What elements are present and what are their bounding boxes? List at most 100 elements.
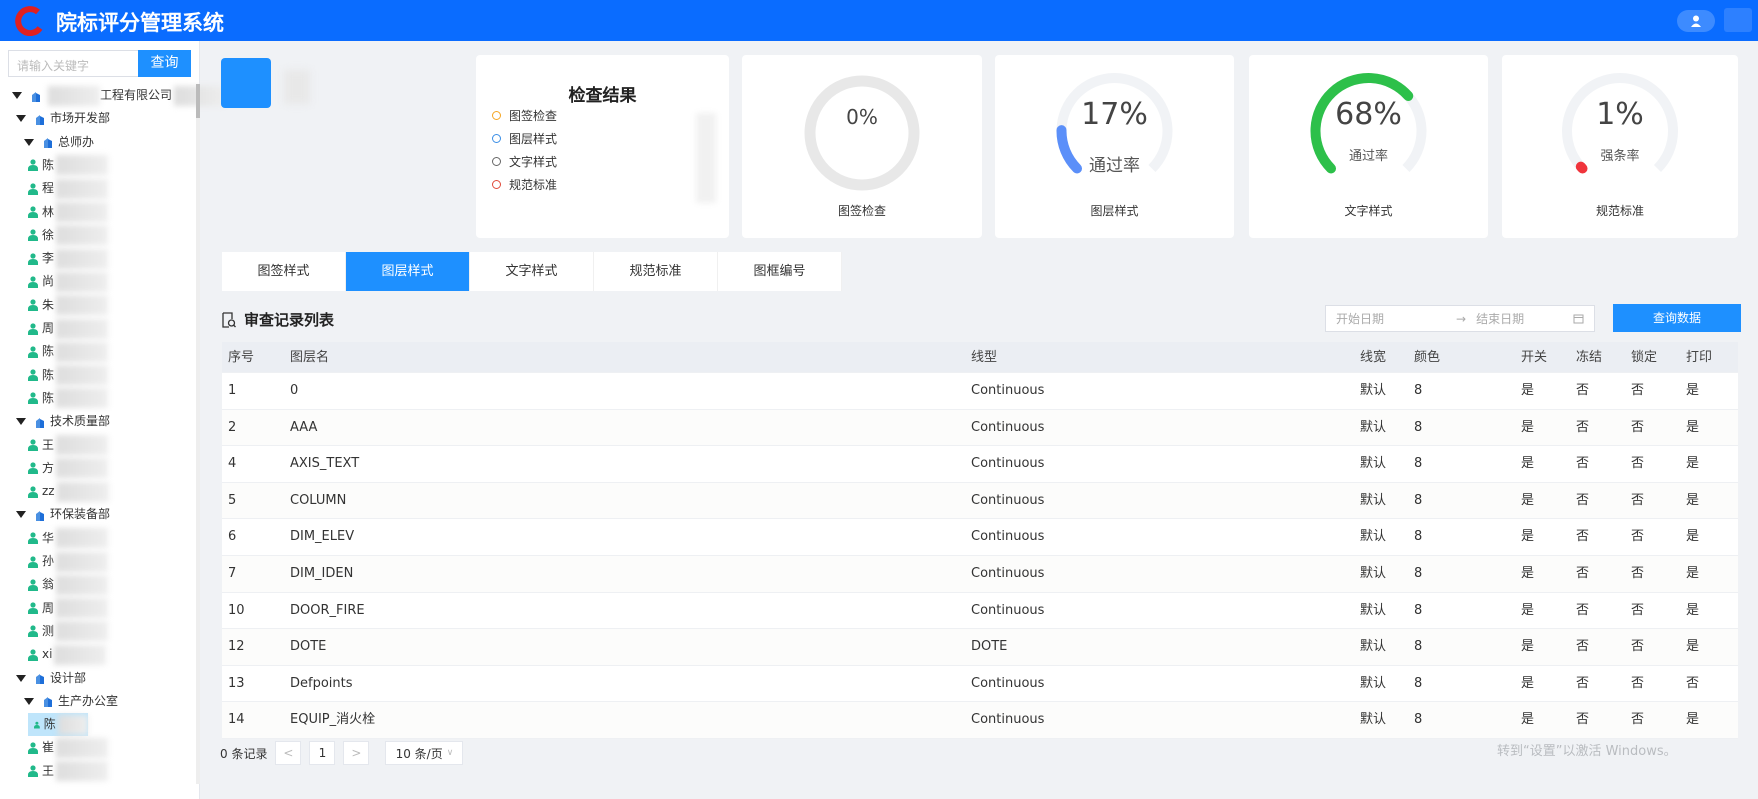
table-cell: 是 <box>1521 383 1535 398</box>
tab-2[interactable]: 文字样式 <box>470 252 594 291</box>
query-data-button[interactable]: 查询数据 <box>1613 304 1741 332</box>
tree-node-person[interactable]: 周 <box>28 317 109 340</box>
tree-node-org[interactable]: 技术质量部 <box>16 410 110 433</box>
tree-node-org[interactable]: 生产办公室 <box>24 690 118 713</box>
column-header[interactable]: 打印 <box>1686 350 1713 365</box>
tree-node-org[interactable]: 环保装备部 <box>16 503 110 526</box>
expand-caret-icon[interactable] <box>12 92 22 99</box>
table-row: 2 AAA Continuous 默认 8 是 否 否 是 <box>222 409 1738 447</box>
blurred-name <box>174 85 227 106</box>
gauge-value-arc <box>1310 73 1414 174</box>
table-cell: 默认 <box>1360 492 1387 508</box>
tree-node-person[interactable]: 陈 <box>28 154 109 177</box>
column-header[interactable]: 开关 <box>1521 350 1548 365</box>
person-icon <box>28 229 38 242</box>
table-cell: 否 <box>1576 565 1590 581</box>
page-size-select[interactable]: 10 条/页 ∨ <box>385 741 464 765</box>
tree-node-org[interactable]: 市场开发部 <box>16 107 110 130</box>
blurred-name <box>56 295 109 316</box>
tree-node-org[interactable]: 工程有限公司 <box>12 84 227 107</box>
person-icon <box>28 742 38 754</box>
search-button[interactable]: 查询 <box>138 50 191 77</box>
start-date-input[interactable]: 开始日期 <box>1336 312 1385 326</box>
building-icon <box>36 510 44 521</box>
person-icon <box>28 625 38 638</box>
column-header[interactable]: 线型 <box>971 350 998 365</box>
blurred-name <box>56 458 109 479</box>
tree-node-org[interactable]: 总师办 <box>24 131 94 154</box>
tree-node-person[interactable]: 陈 <box>28 364 109 387</box>
table-cell: 是 <box>1686 492 1700 508</box>
table-cell: 否 <box>1576 492 1590 508</box>
expand-caret-icon[interactable] <box>24 138 34 146</box>
chevron-down-icon: ∨ <box>446 748 454 758</box>
menu-button[interactable] <box>1724 8 1752 32</box>
legend-label: 规范标准 <box>509 178 558 192</box>
tree-node-person[interactable]: 程 <box>28 177 109 200</box>
tree-node-person[interactable]: 王 <box>28 760 109 783</box>
table-cell: 是 <box>1521 456 1535 472</box>
tab-4[interactable]: 图框编号 <box>718 252 842 291</box>
table-cell: 8 <box>1414 675 1423 691</box>
tree-node-person[interactable]: xi <box>28 643 107 666</box>
column-header[interactable]: 冻结 <box>1576 350 1603 365</box>
column-header[interactable]: 锁定 <box>1631 350 1658 365</box>
tree-node-person[interactable]: 李 <box>28 247 109 270</box>
expand-caret-icon[interactable] <box>16 511 26 519</box>
expand-caret-icon[interactable] <box>16 674 26 682</box>
table-cell: 否 <box>1576 639 1590 655</box>
table-cell: Continuous <box>971 565 1045 581</box>
next-page-button[interactable]: > <box>343 741 370 765</box>
table-cell: 是 <box>1521 639 1535 655</box>
tree-node-org[interactable]: 设计部 <box>16 667 86 690</box>
expand-caret-icon[interactable] <box>16 418 26 426</box>
tree-node-person[interactable]: 王 <box>28 434 109 457</box>
table-row: 14 EQUIP_消火栓 Continuous 默认 8 是 否 否 是 <box>222 702 1738 739</box>
column-header[interactable]: 序号 <box>228 350 255 365</box>
tree-node-person[interactable]: 林 <box>28 201 109 224</box>
column-header[interactable]: 线宽 <box>1360 350 1387 365</box>
tree-node-person[interactable]: 华 <box>28 527 109 550</box>
gauge-chart <box>1310 73 1427 174</box>
tree-node-person[interactable]: 周 <box>28 597 109 620</box>
user-button[interactable] <box>1677 10 1715 32</box>
tree-node-person[interactable]: 陈 <box>28 713 88 737</box>
table-cell: 否 <box>1576 456 1590 472</box>
tree-node-person[interactable]: 测 <box>28 620 109 643</box>
sidebar-scrollbar[interactable] <box>196 84 200 784</box>
expand-caret-icon[interactable] <box>16 115 26 123</box>
expand-caret-icon[interactable] <box>24 697 34 705</box>
scrollbar-thumb[interactable] <box>196 84 200 118</box>
column-header[interactable]: 颜色 <box>1414 350 1441 365</box>
table-cell: DOTE <box>971 639 1008 655</box>
tree-node-person[interactable]: 陈 <box>28 340 109 363</box>
tree-node-person[interactable]: 徐 <box>28 224 109 247</box>
table-row: 5 COLUMN Continuous 默认 8 是 否 否 是 <box>222 482 1738 520</box>
result-values-blurred <box>696 113 716 203</box>
end-date-input[interactable]: 结束日期 <box>1476 312 1525 326</box>
table-cell: 否 <box>1576 712 1590 728</box>
avatar <box>221 58 271 108</box>
tree-node-person[interactable]: 陈 <box>28 387 109 410</box>
tree-node-person[interactable]: 尚 <box>28 270 109 293</box>
tab-0[interactable]: 图签样式 <box>222 252 346 291</box>
column-header[interactable]: 图层名 <box>290 350 330 365</box>
table-cell: DIM_IDEN <box>290 565 354 581</box>
tab-1[interactable]: 图层样式 <box>346 252 470 291</box>
table-cell: 否 <box>1631 456 1645 472</box>
tree-node-person[interactable]: 崔 <box>28 736 109 759</box>
date-range-picker[interactable]: 开始日期 → 结束日期 <box>1325 305 1595 332</box>
tree-node-person[interactable]: 翁 <box>28 573 109 596</box>
table-cell: 否 <box>1686 675 1700 691</box>
tree-node-person[interactable]: zz <box>28 480 109 503</box>
search-input[interactable]: 请输入关键字 <box>8 50 138 77</box>
prev-page-button[interactable]: < <box>275 741 302 765</box>
page-number-1[interactable]: 1 <box>309 741 336 765</box>
table-row: 4 AXIS_TEXT Continuous 默认 8 是 否 否 是 <box>222 446 1738 483</box>
tab-3[interactable]: 规范标准 <box>594 252 718 291</box>
table-cell: 否 <box>1576 602 1590 618</box>
tree-node-person[interactable]: 朱 <box>28 294 109 317</box>
tree-node-person[interactable]: 孙 <box>28 550 109 573</box>
tree-node-person[interactable]: 方 <box>28 457 109 480</box>
tree-node-label: zz <box>42 484 55 499</box>
